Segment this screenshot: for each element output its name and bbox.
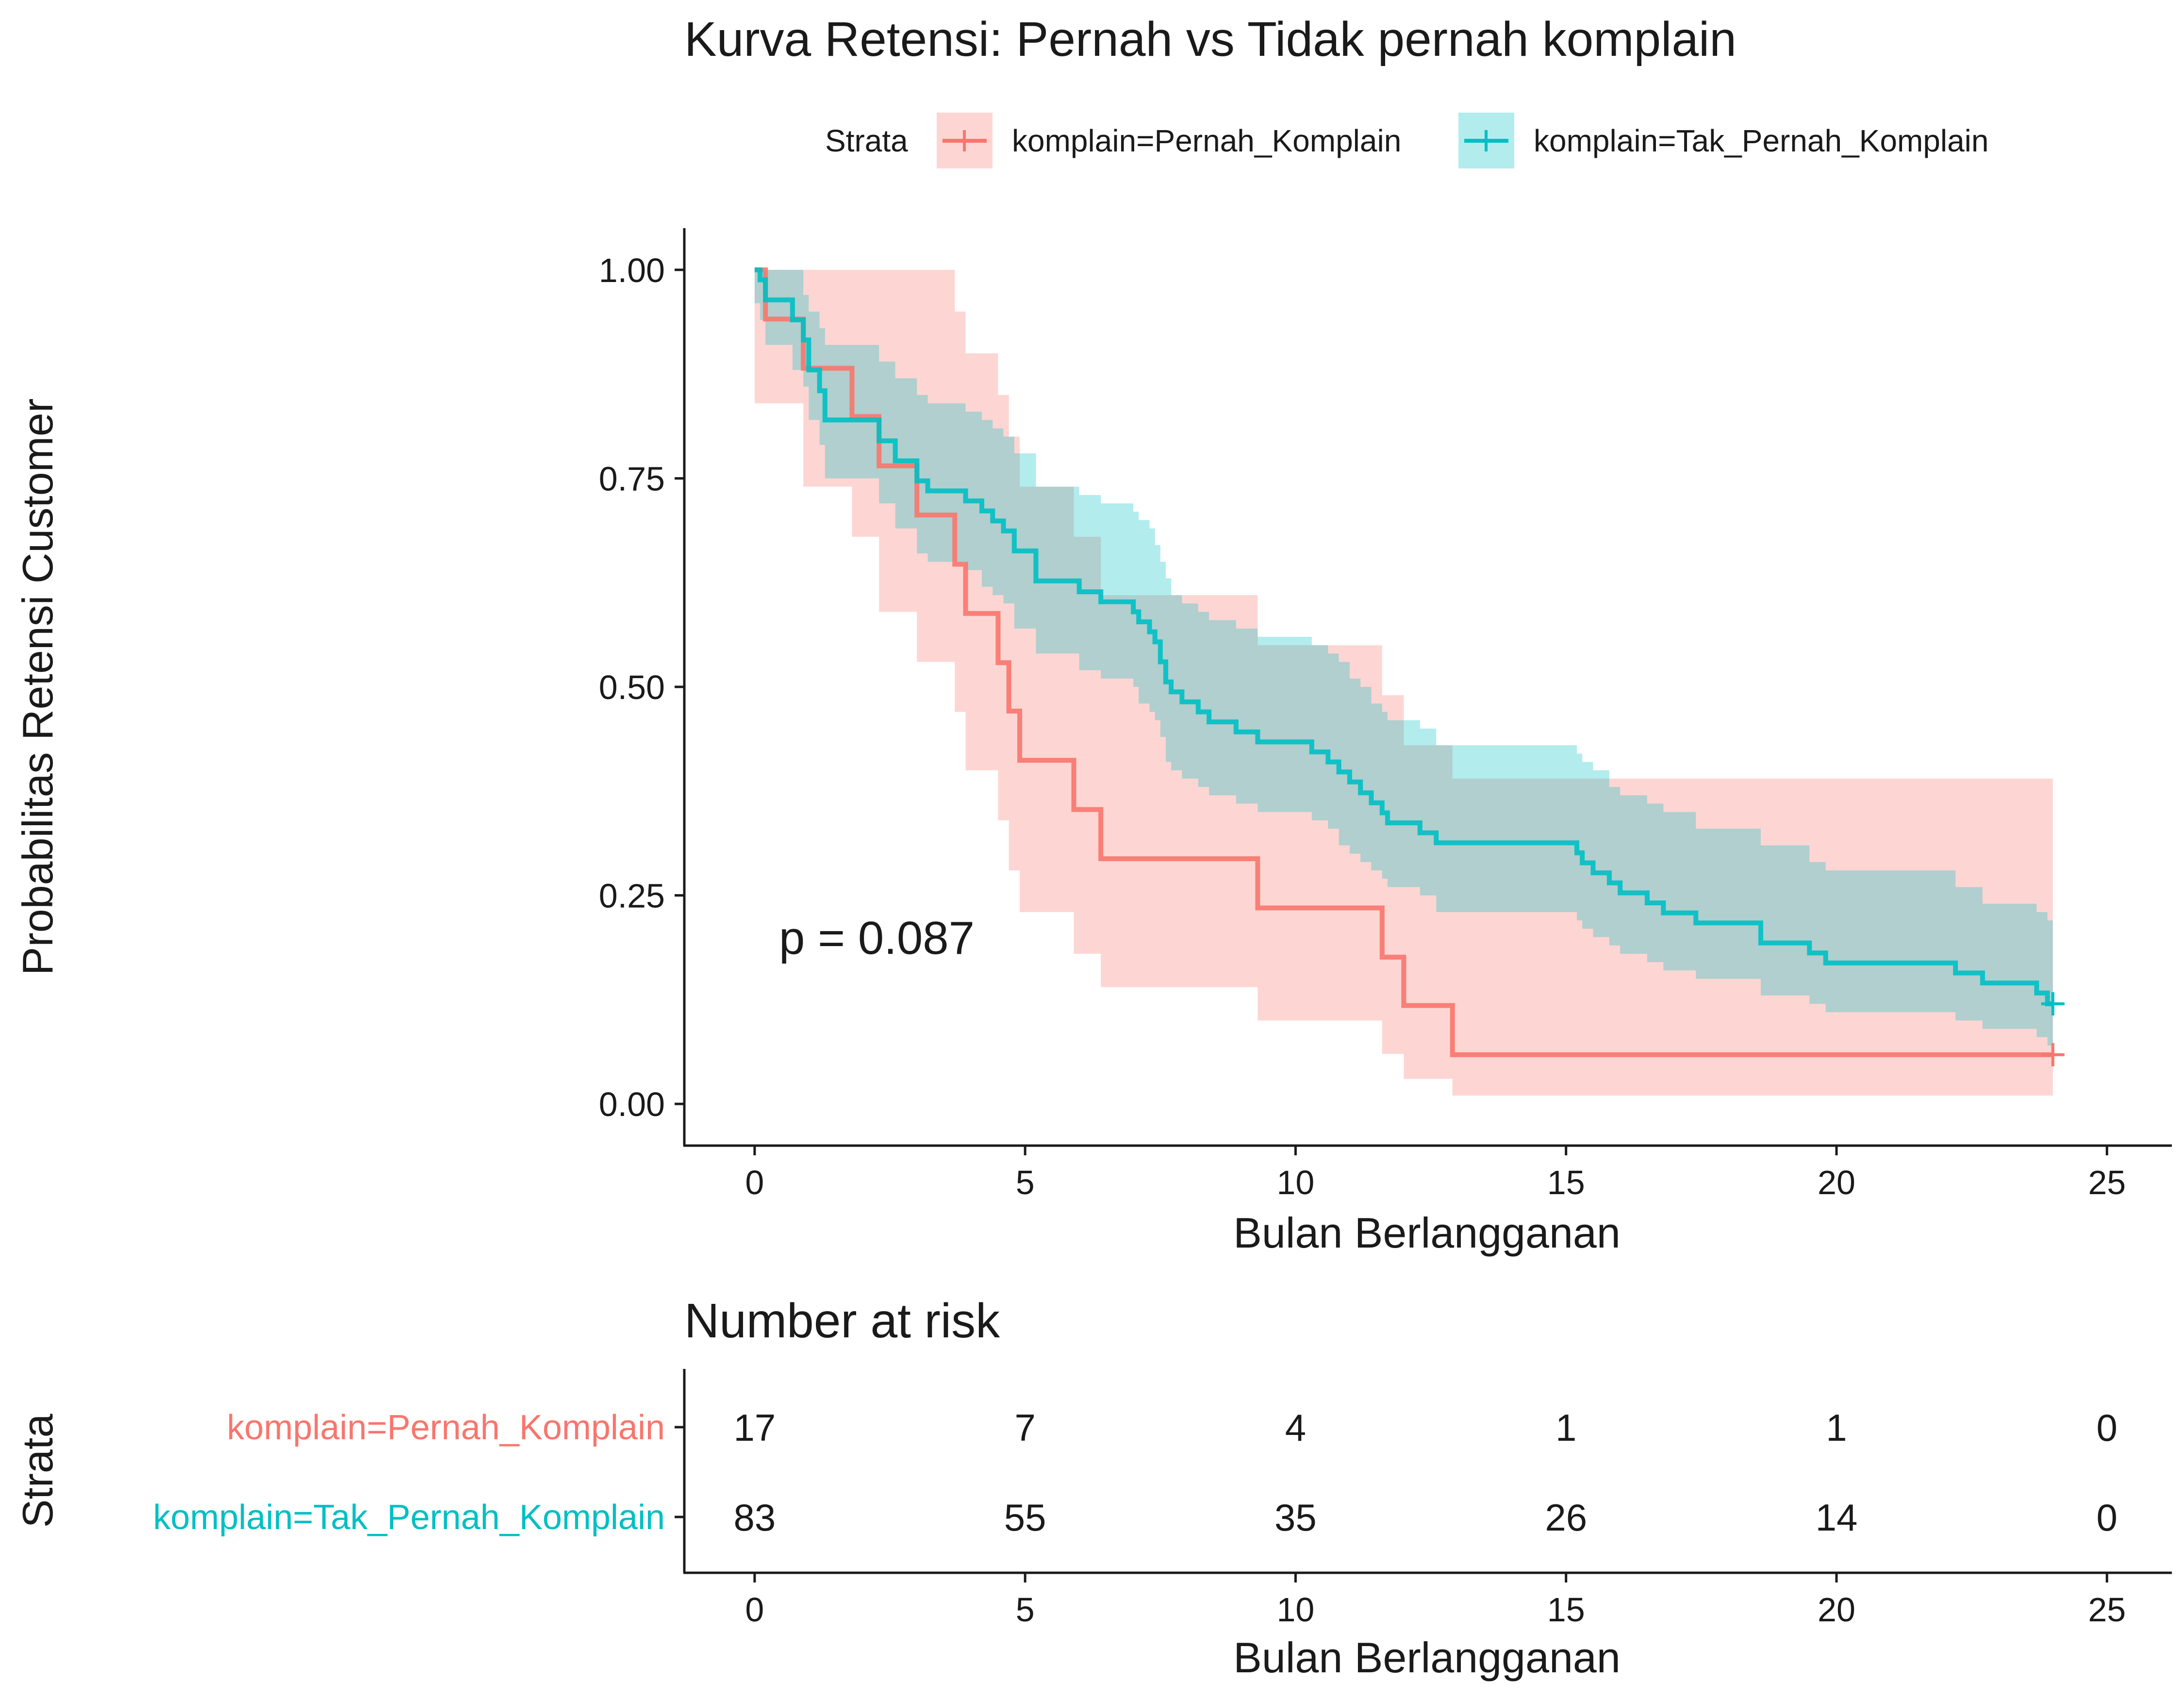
x-tick-label-0: 0 (745, 1164, 764, 1201)
legend-label-pernah: komplain=Pernah_Komplain (1012, 123, 1401, 158)
risk-count-pernah-5: 0 (2097, 1406, 2118, 1449)
y-tick-label-0: 0.00 (599, 1085, 665, 1123)
p-value-annotation: p = 0.087 (779, 912, 975, 964)
censor-marks (2041, 992, 2065, 1066)
risk-x-tick-label-5: 25 (2088, 1591, 2126, 1629)
y-tick-label-2: 0.50 (599, 668, 665, 706)
legend-title: Strata (825, 123, 908, 158)
risk-count-pernah-1: 7 (1014, 1406, 1035, 1449)
ci-band-tak-pernah (754, 269, 2053, 1046)
y-axis-ticks: 0.00 0.25 0.50 0.75 1.00 (599, 251, 684, 1123)
risk-count-tak-pernah-0: 83 (734, 1496, 776, 1539)
x-axis-title: Bulan Berlangganan (1233, 1209, 1621, 1257)
x-tick-label-5: 25 (2088, 1164, 2126, 1201)
km-curve-pernah (754, 267, 2053, 1057)
risk-x-tick-label-3: 15 (1547, 1591, 1585, 1629)
risk-x-tick-label-1: 5 (1016, 1591, 1035, 1629)
risk-count-pernah-4: 1 (1826, 1406, 1847, 1449)
km-curve-tak-pernah (754, 267, 2053, 1006)
risk-x-tick-label-4: 20 (1818, 1591, 1855, 1629)
risk-count-tak-pernah-1: 55 (1004, 1496, 1046, 1539)
risk-count-pernah-3: 1 (1555, 1406, 1576, 1449)
x-tick-label-1: 5 (1016, 1164, 1035, 1201)
confidence-bands (754, 269, 2053, 1096)
x-tick-label-4: 20 (1818, 1164, 1855, 1201)
x-axis-ticks: 0 5 10 15 20 25 (745, 1146, 2126, 1201)
legend-label-tak-pernah: komplain=Tak_Pernah_Komplain (1534, 123, 1988, 158)
risk-count-pernah-0: 17 (734, 1406, 776, 1449)
risk-x-tick-label-0: 0 (745, 1591, 764, 1629)
risk-count-pernah-2: 4 (1285, 1406, 1306, 1449)
risk-count-tak-pernah-2: 35 (1274, 1496, 1317, 1539)
risk-row-label-tak-pernah: komplain=Tak_Pernah_Komplain (153, 1498, 665, 1537)
ci-band-pernah (754, 269, 2053, 1096)
risk-count-tak-pernah-5: 0 (2097, 1496, 2118, 1539)
km-plot: 0.00 0.25 0.50 0.75 1.00 0 5 10 15 20 25 p = 0.08… (14, 228, 2172, 1257)
risk-table-title: Number at risk (684, 1294, 1000, 1348)
risk-table: Number at risk komplain=Pernah_Komplain 1… (14, 1294, 2172, 1682)
legend: Strata komplain=Pernah_Komplain komplain… (825, 113, 1988, 168)
survival-curves (754, 267, 2053, 1057)
risk-x-axis-ticks: 0 5 10 15 20 25 (745, 1573, 2126, 1629)
x-tick-label-3: 15 (1547, 1164, 1585, 1201)
risk-row-label-pernah: komplain=Pernah_Komplain (227, 1408, 665, 1447)
risk-count-tak-pernah-3: 26 (1545, 1496, 1587, 1539)
y-tick-label-1: 0.25 (599, 877, 665, 915)
x-tick-label-2: 10 (1276, 1164, 1314, 1201)
risk-x-tick-label-2: 10 (1276, 1591, 1314, 1629)
y-tick-label-4: 1.00 (599, 251, 665, 289)
risk-x-axis-title: Bulan Berlangganan (1233, 1633, 1621, 1682)
risk-count-tak-pernah-4: 14 (1816, 1496, 1858, 1539)
chart-title: Kurva Retensi: Pernah vs Tidak pernah ko… (684, 12, 1737, 67)
y-tick-label-3: 0.75 (599, 460, 665, 498)
y-axis-title: Probabilitas Retensi Customer (14, 399, 62, 976)
risk-y-axis-title: Strata (14, 1414, 62, 1528)
risk-table-rows: komplain=Pernah_Komplain 17 7 4 1 1 0 komplain=… (153, 1406, 2118, 1539)
